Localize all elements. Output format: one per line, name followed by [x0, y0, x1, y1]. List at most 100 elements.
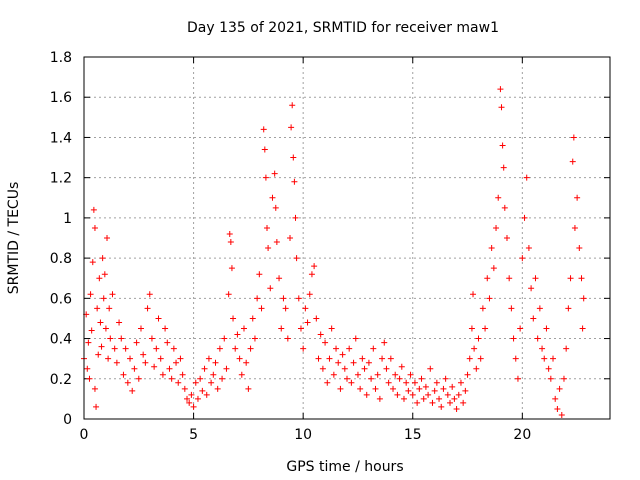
data-point: [278, 325, 285, 332]
data-point: [440, 385, 447, 392]
data-point: [536, 305, 543, 312]
data-point: [387, 355, 394, 362]
data-point: [407, 371, 414, 378]
data-point: [293, 255, 300, 262]
data-point: [398, 363, 405, 370]
data-point: [482, 325, 489, 332]
data-point: [431, 387, 438, 394]
data-point: [214, 385, 221, 392]
data-point: [499, 142, 506, 149]
data-point: [118, 335, 125, 342]
data-point: [216, 345, 223, 352]
data-point: [247, 345, 254, 352]
y-tick-labels: 0 0.2 0.4 0.6 0.8 1 1.2 1.4 1.6 1.8: [50, 50, 72, 428]
data-point: [98, 343, 105, 350]
data-point: [175, 379, 182, 386]
data-point: [554, 405, 561, 412]
y-tick-label: 0.6: [50, 291, 72, 307]
data-point: [170, 345, 177, 352]
data-point: [91, 224, 98, 231]
data-point: [226, 230, 233, 237]
data-point: [346, 345, 353, 352]
data-point: [477, 355, 484, 362]
data-point: [95, 351, 102, 358]
data-point: [212, 359, 219, 366]
data-point: [550, 355, 557, 362]
data-point: [433, 379, 440, 386]
data-point: [510, 335, 517, 342]
y-axis-label: SRMTID / TECUs: [6, 182, 22, 295]
data-point: [326, 355, 333, 362]
data-point: [262, 174, 269, 181]
data-point: [370, 345, 377, 352]
x-tick-label: 10: [294, 427, 312, 443]
data-point: [420, 395, 427, 402]
data-point: [300, 345, 307, 352]
data-point: [530, 315, 537, 322]
data-point: [464, 371, 471, 378]
data-point: [188, 391, 195, 398]
data-point: [144, 305, 151, 312]
data-point: [304, 319, 311, 326]
data-point: [177, 355, 184, 362]
data-point: [341, 365, 348, 372]
data-point: [146, 291, 153, 298]
data-point: [344, 375, 350, 382]
data-point: [308, 271, 315, 278]
data-point: [556, 385, 563, 392]
data-point: [85, 339, 92, 346]
data-point: [525, 245, 532, 252]
data-point: [205, 355, 212, 362]
data-point: [381, 339, 388, 346]
data-point: [541, 355, 548, 362]
data-point: [521, 214, 528, 221]
data-point: [140, 351, 147, 358]
data-point: [290, 154, 297, 161]
x-tick-label: 0: [80, 427, 89, 443]
data-point: [470, 291, 477, 298]
data-point: [232, 345, 239, 352]
data-point: [376, 395, 383, 402]
data-point: [129, 387, 136, 394]
data-point: [133, 339, 140, 346]
y-tick-label: 1.4: [50, 130, 72, 146]
data-point: [151, 363, 158, 370]
data-point: [447, 399, 454, 406]
chart-title: Day 135 of 2021, SRMTID for receiver maw…: [187, 20, 499, 36]
y-tick-label: 1: [63, 211, 72, 227]
data-point: [444, 391, 451, 398]
data-point: [503, 235, 510, 241]
data-point: [265, 245, 272, 252]
data-point: [333, 345, 340, 352]
data-point: [350, 359, 357, 366]
data-point: [328, 325, 335, 332]
data-point: [273, 239, 280, 246]
data-point: [579, 325, 586, 332]
data-point: [357, 385, 364, 392]
data-point: [514, 375, 521, 382]
data-point: [249, 315, 256, 322]
data-point: [221, 335, 228, 342]
data-point: [493, 224, 500, 231]
data-point: [453, 405, 460, 412]
data-point: [580, 295, 587, 302]
data-point: [192, 379, 199, 386]
data-point: [322, 339, 329, 346]
data-point: [534, 335, 541, 342]
data-point: [109, 291, 116, 298]
data-point: [260, 126, 267, 133]
data-point: [194, 395, 201, 402]
data-point: [365, 359, 372, 366]
data-point: [405, 387, 412, 394]
data-point: [135, 375, 142, 382]
data-point: [570, 134, 577, 141]
data-point: [153, 345, 160, 352]
data-point: [256, 271, 263, 278]
data-point: [208, 379, 215, 386]
data-point: [276, 275, 283, 282]
data-point: [403, 379, 410, 386]
x-axis-label: GPS time / hours: [286, 459, 403, 475]
data-point: [238, 371, 245, 378]
data-point: [96, 275, 103, 282]
data-point: [416, 385, 423, 392]
